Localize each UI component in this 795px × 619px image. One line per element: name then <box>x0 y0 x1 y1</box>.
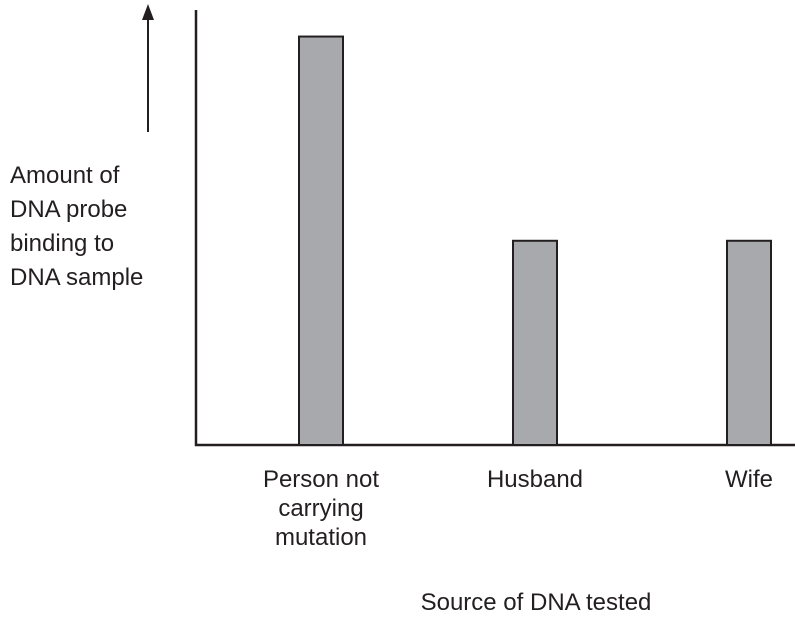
x-tick-label: Person not carrying mutation <box>262 466 380 551</box>
x-tick-label: Wife <box>725 466 773 493</box>
bar <box>726 239 772 446</box>
y-arrow-head <box>142 4 154 20</box>
x-axis-label: Source of DNA tested <box>420 589 652 616</box>
bar <box>298 35 344 447</box>
y-axis-label: Amount of DNA probe binding to DNA sampl… <box>10 162 144 291</box>
x-tick-label: Husband <box>486 466 584 493</box>
bar <box>512 239 558 446</box>
